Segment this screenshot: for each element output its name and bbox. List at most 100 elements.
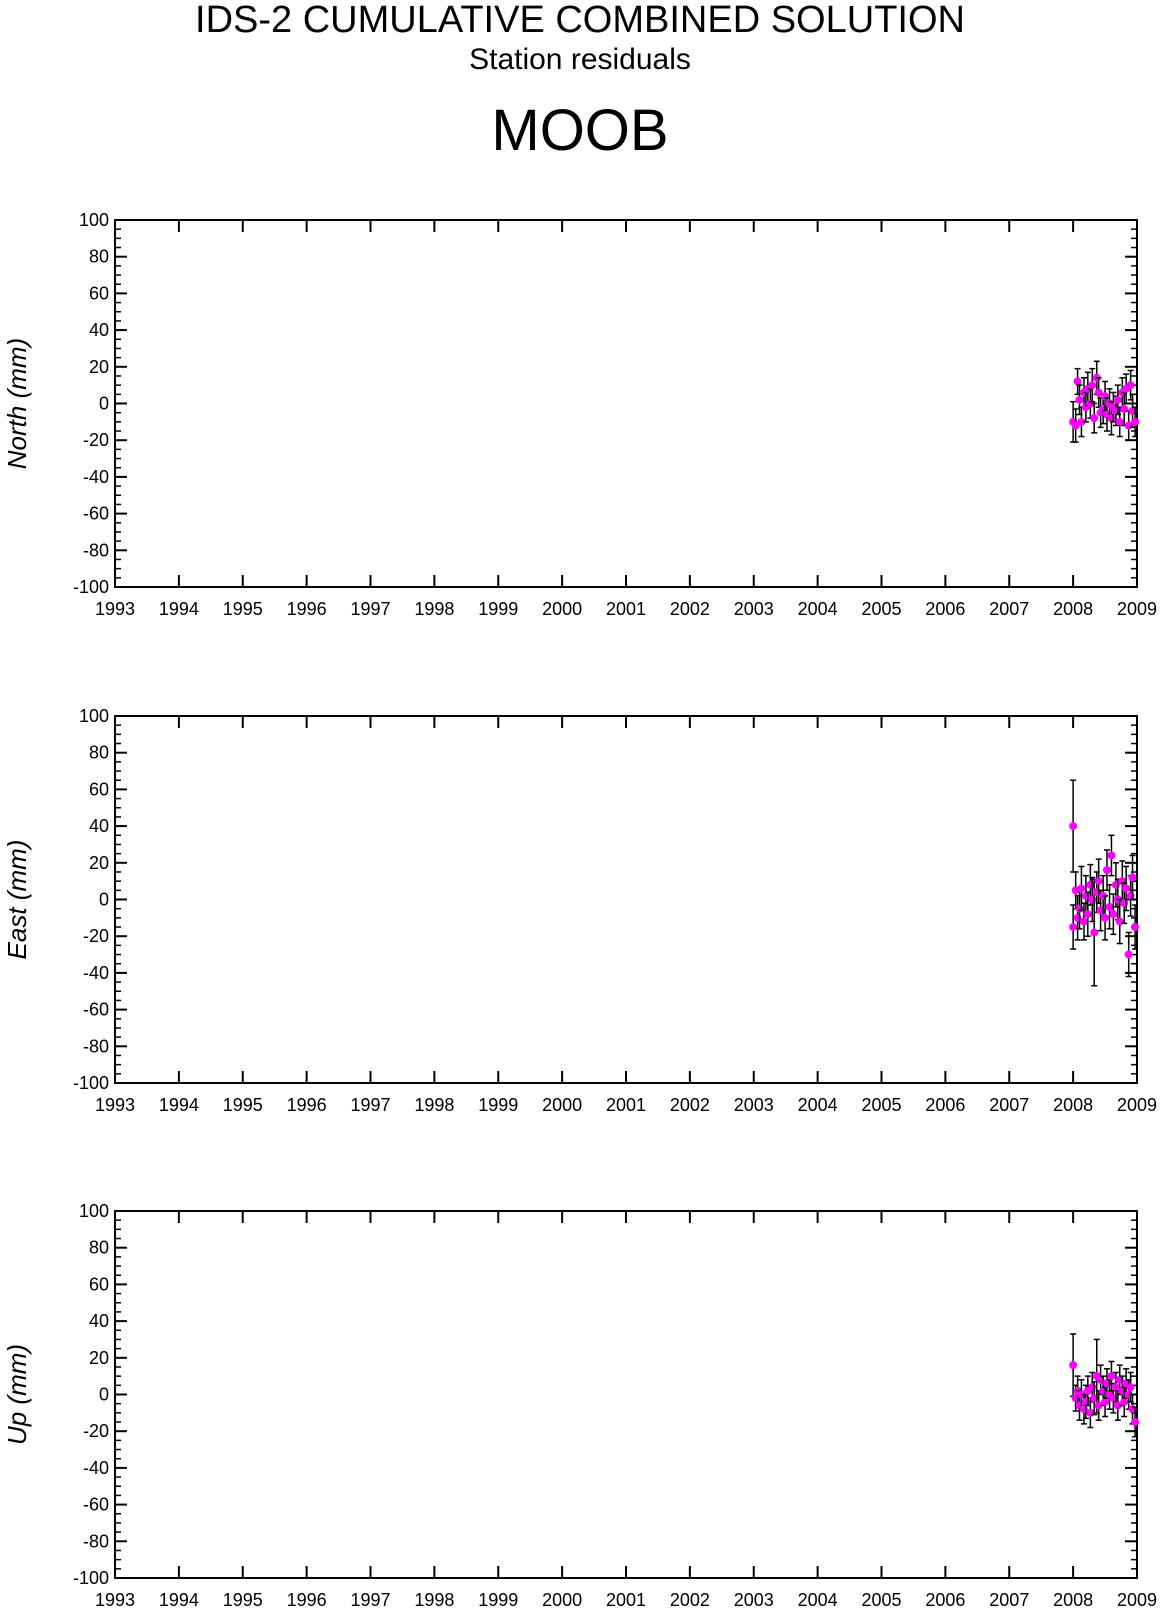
x-tick-label: 1998 <box>414 1095 454 1115</box>
x-tick-label: 1993 <box>95 1095 135 1115</box>
data-point <box>1101 1397 1110 1406</box>
data-point <box>1122 884 1131 893</box>
x-tick-label: 1995 <box>223 1590 263 1610</box>
x-tick-label: 2007 <box>989 1095 1029 1115</box>
x-tick-label: 1994 <box>159 1095 199 1115</box>
data-point <box>1075 904 1084 913</box>
y-tick-label: 20 <box>89 853 109 873</box>
y-tick-label: -60 <box>83 1495 109 1515</box>
x-tick-label: 2000 <box>542 1590 582 1610</box>
y-tick-label: 100 <box>79 210 109 230</box>
y-tick-label: 0 <box>99 1385 109 1405</box>
x-tick-label: 2006 <box>925 599 965 619</box>
y-tick-label: 60 <box>89 283 109 303</box>
y-tick-label: 0 <box>99 394 109 414</box>
x-tick-label: 1996 <box>287 1095 327 1115</box>
y-tick-label: -80 <box>83 1531 109 1551</box>
x-tick-label: 2008 <box>1053 1095 1093 1115</box>
data-point <box>1111 1383 1120 1392</box>
series-north <box>1069 360 1140 443</box>
station-name: MOOB <box>491 98 669 163</box>
data-point <box>1090 414 1099 423</box>
y-tick-label: 80 <box>89 247 109 267</box>
x-tick-label: 2005 <box>861 1590 901 1610</box>
y-tick-label: -20 <box>83 926 109 946</box>
y-axis-title: North (mm) <box>2 338 32 469</box>
y-tick-label: -100 <box>73 1568 109 1588</box>
data-point <box>1126 1383 1135 1392</box>
y-tick-label: 80 <box>89 743 109 763</box>
x-tick-label: 2009 <box>1117 599 1157 619</box>
data-point <box>1126 381 1135 390</box>
data-point <box>1086 880 1095 889</box>
data-point <box>1107 851 1116 860</box>
data-point <box>1128 873 1137 882</box>
data-point <box>1120 1397 1129 1406</box>
y-tick-label: -80 <box>83 1036 109 1056</box>
data-point <box>1131 1418 1140 1427</box>
y-tick-label: -100 <box>73 1073 109 1093</box>
x-tick-label: 2002 <box>670 599 710 619</box>
x-tick-label: 1997 <box>350 1590 390 1610</box>
data-point <box>1077 884 1086 893</box>
data-point <box>1073 377 1082 386</box>
y-tick-label: 40 <box>89 320 109 340</box>
x-tick-label: 2007 <box>989 599 1029 619</box>
x-tick-label: 2001 <box>606 599 646 619</box>
y-tick-label: 80 <box>89 1238 109 1258</box>
x-tick-label: 2009 <box>1117 1590 1157 1610</box>
y-tick-label: -80 <box>83 540 109 560</box>
data-point <box>1086 1408 1095 1417</box>
y-tick-label: 40 <box>89 1311 109 1331</box>
y-tick-label: 0 <box>99 890 109 910</box>
plot-frame <box>114 715 1138 1084</box>
data-point <box>1081 1397 1090 1406</box>
x-tick-label: 2002 <box>670 1095 710 1115</box>
data-point <box>1131 923 1140 932</box>
y-tick-label: -40 <box>83 963 109 983</box>
data-point <box>1105 902 1114 911</box>
series-east <box>1069 779 1140 987</box>
data-point <box>1069 923 1078 932</box>
figure-subtitle: Station residuals <box>469 43 691 76</box>
figure-title: IDS-2 CUMULATIVE COMBINED SOLUTION <box>195 0 965 41</box>
x-tick-label: 2002 <box>670 1590 710 1610</box>
data-point <box>1075 395 1084 404</box>
data-point <box>1094 877 1103 886</box>
x-tick-label: 1997 <box>350 599 390 619</box>
y-tick-label: -100 <box>73 577 109 597</box>
data-point <box>1088 895 1097 904</box>
series-up <box>1069 1333 1140 1438</box>
x-tick-label: 2004 <box>798 599 838 619</box>
y-tick-label: 100 <box>79 1201 109 1221</box>
data-point <box>1131 417 1140 426</box>
x-tick-label: 1995 <box>223 1095 263 1115</box>
data-point <box>1101 392 1110 401</box>
x-tick-label: 1995 <box>223 599 263 619</box>
x-tick-label: 2006 <box>925 1590 965 1610</box>
y-tick-label: -40 <box>83 1458 109 1478</box>
data-point <box>1113 395 1122 404</box>
x-tick-label: 2003 <box>734 1095 774 1115</box>
x-tick-label: 1993 <box>95 1590 135 1610</box>
x-tick-label: 2005 <box>861 599 901 619</box>
x-tick-label: 1994 <box>159 1590 199 1610</box>
x-tick-label: 1999 <box>478 1095 518 1115</box>
x-tick-label: 1996 <box>287 599 327 619</box>
y-axis-title: Up (mm) <box>2 1344 32 1445</box>
x-tick-label: 1998 <box>414 1590 454 1610</box>
y-tick-label: -60 <box>83 504 109 524</box>
x-tick-label: 2009 <box>1117 1095 1157 1115</box>
y-tick-label: -40 <box>83 467 109 487</box>
data-point <box>1126 891 1135 900</box>
x-tick-label: 2000 <box>542 1095 582 1115</box>
plot-frame <box>114 219 1138 588</box>
data-point <box>1094 1401 1103 1410</box>
x-tick-label: 1999 <box>478 1590 518 1610</box>
panel-up: 1993 1994 1995 1996 1997 1998 1999 2000 2001 2002… <box>2 1201 1157 1610</box>
x-tick-label: 2008 <box>1053 599 1093 619</box>
data-point <box>1107 1372 1116 1381</box>
data-point <box>1113 1401 1122 1410</box>
x-tick-label: 2006 <box>925 1095 965 1115</box>
data-point <box>1083 910 1092 919</box>
